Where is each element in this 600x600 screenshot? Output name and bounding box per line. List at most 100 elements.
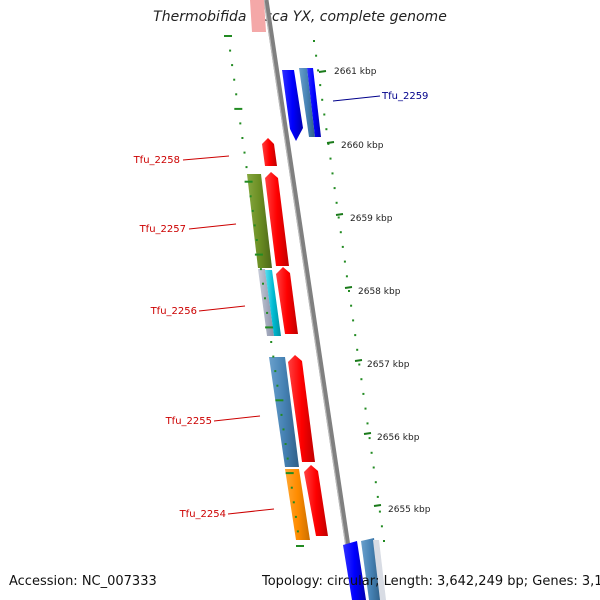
inner-ring-dot bbox=[296, 545, 304, 547]
tick-label: 2660 kbp bbox=[341, 141, 384, 151]
partial-feature-bottom-blue[interactable] bbox=[343, 541, 366, 600]
inner-ring-dot bbox=[245, 166, 248, 169]
outer-ring-dot bbox=[356, 348, 359, 351]
gene-labels: Tfu_2259 Tfu_2258 Tfu_2257 Tfu_2256 Tfu_… bbox=[133, 91, 429, 520]
outer-ring-dot bbox=[362, 392, 365, 395]
gene-tfu-2258[interactable] bbox=[262, 138, 277, 166]
inner-ring-dot bbox=[285, 472, 294, 475]
inner-ring-dot bbox=[251, 209, 254, 212]
tick-label: 2658 kbp bbox=[358, 287, 401, 297]
inner-ring-dot bbox=[249, 195, 252, 198]
map-title: Thermobifida fusca YX, complete genome bbox=[153, 9, 447, 25]
outer-ring-dot bbox=[319, 84, 322, 87]
outer-ring-dot bbox=[317, 69, 320, 72]
outer-ring-dot bbox=[343, 260, 346, 263]
scale-ticks: 2661 kbp 2660 kbp 2659 kbp 2658 kbp 2657… bbox=[318, 67, 431, 515]
tick-mark bbox=[318, 70, 327, 73]
tick-label: 2656 kbp bbox=[377, 433, 420, 443]
outer-ring-dot bbox=[352, 319, 355, 322]
outer-ring-dot bbox=[378, 510, 381, 513]
partial-feature-bottom-steel[interactable] bbox=[361, 538, 381, 600]
outer-ring-dot bbox=[321, 98, 324, 101]
outer-ring-dot bbox=[327, 142, 330, 145]
outer-ring-dot bbox=[368, 437, 371, 440]
outer-ring-dot bbox=[360, 378, 363, 381]
inner-ring-dot bbox=[224, 35, 232, 37]
outer-ring-dot bbox=[350, 304, 353, 307]
outer-ring-dot bbox=[364, 407, 367, 410]
partial-feature-bottom-gray[interactable] bbox=[373, 540, 386, 600]
leader-line-tfu-2257 bbox=[188, 223, 237, 230]
outer-ring-dot bbox=[335, 201, 338, 204]
outer-ring-dot bbox=[358, 363, 361, 366]
inner-ring-dot bbox=[265, 326, 274, 329]
inner-ring-dot bbox=[280, 413, 283, 416]
gene-label-tfu-2256[interactable]: Tfu_2256 bbox=[150, 306, 197, 317]
partial-feature-top[interactable] bbox=[250, 0, 266, 32]
leader-line-tfu-2259 bbox=[332, 95, 381, 102]
outer-ring-dot bbox=[354, 334, 357, 337]
gene-tfu-2256-red[interactable] bbox=[276, 267, 298, 334]
genome-summary: Topology: circular; Length: 3,642,249 bp… bbox=[262, 574, 600, 589]
genome-backbone-highlight bbox=[263, 0, 355, 600]
gene-label-tfu-2257[interactable]: Tfu_2257 bbox=[139, 224, 186, 235]
outer-ring-dot bbox=[380, 525, 383, 528]
outer-ring-dot bbox=[370, 451, 373, 454]
tick-mark bbox=[344, 286, 353, 289]
outer-ring-dot bbox=[348, 290, 350, 292]
inner-ring-dot bbox=[231, 64, 234, 67]
inner-ring-dot bbox=[241, 137, 244, 139]
outer-ring-dot bbox=[345, 275, 348, 278]
inner-ring-dot bbox=[229, 49, 232, 52]
outer-ring-dot bbox=[315, 54, 318, 57]
tick-label: 2657 kbp bbox=[367, 360, 410, 370]
gene-tfu-2255-steel[interactable] bbox=[269, 357, 299, 467]
inner-ring-dot bbox=[284, 443, 287, 445]
tick-mark bbox=[354, 359, 363, 362]
inner-ring-dot bbox=[254, 253, 263, 256]
outer-ring-dot bbox=[374, 481, 377, 484]
gene-tfu-2259-a[interactable] bbox=[282, 70, 303, 141]
outer-ring-dot bbox=[341, 245, 344, 248]
inner-ring-dot bbox=[286, 457, 289, 460]
gene-label-tfu-2258[interactable]: Tfu_2258 bbox=[133, 155, 180, 166]
inner-ring-dot bbox=[294, 515, 297, 518]
inner-ring-dot bbox=[234, 107, 243, 110]
accession-label: Accession: NC_007333 bbox=[9, 574, 157, 589]
leader-line-tfu-2254 bbox=[227, 508, 275, 515]
inner-ring-dot bbox=[253, 224, 256, 227]
gene-tfu-2259-b[interactable] bbox=[299, 68, 315, 137]
outer-ring-dot bbox=[313, 40, 315, 42]
tick-label: 2655 kbp bbox=[388, 505, 431, 515]
inner-ring-dot bbox=[275, 399, 284, 402]
gene-tfu-2257-olive[interactable] bbox=[247, 174, 272, 268]
gene-label-tfu-2255[interactable]: Tfu_2255 bbox=[165, 416, 212, 427]
inner-ring-dot bbox=[296, 530, 299, 533]
outer-ring-dot bbox=[372, 466, 375, 469]
leader-line-tfu-2258 bbox=[182, 155, 230, 161]
inner-ring-dot bbox=[262, 282, 264, 285]
inner-ring-dot bbox=[282, 428, 285, 431]
inner-ring-dot bbox=[233, 78, 236, 81]
tick-mark bbox=[363, 432, 372, 435]
outer-ring-dot bbox=[376, 495, 379, 498]
outer-ring-dot bbox=[366, 422, 369, 425]
outer-ring-dot bbox=[325, 128, 328, 131]
inner-ring-dot bbox=[292, 501, 295, 504]
gene-tfu-2256-gray[interactable] bbox=[258, 269, 274, 336]
gene-tfu-2256-cyan[interactable] bbox=[265, 270, 281, 336]
gene-tfu-2255-red[interactable] bbox=[288, 355, 315, 462]
inner-ring-dot bbox=[274, 370, 277, 373]
inner-ring-dot bbox=[239, 122, 242, 125]
outer-ring-dot bbox=[383, 540, 385, 542]
gene-label-tfu-2259[interactable]: Tfu_2259 bbox=[381, 91, 428, 102]
inner-ring-dot bbox=[235, 93, 238, 96]
gene-tfu-2259-c[interactable] bbox=[307, 68, 321, 137]
outer-ring-dot bbox=[337, 216, 340, 219]
leader-line-tfu-2256 bbox=[198, 305, 246, 312]
gene-label-tfu-2254[interactable]: Tfu_2254 bbox=[179, 509, 226, 520]
gene-tfu-2257-red[interactable] bbox=[265, 172, 289, 266]
gene-tfu-2254-red[interactable] bbox=[304, 465, 328, 536]
tick-mark bbox=[335, 213, 344, 216]
